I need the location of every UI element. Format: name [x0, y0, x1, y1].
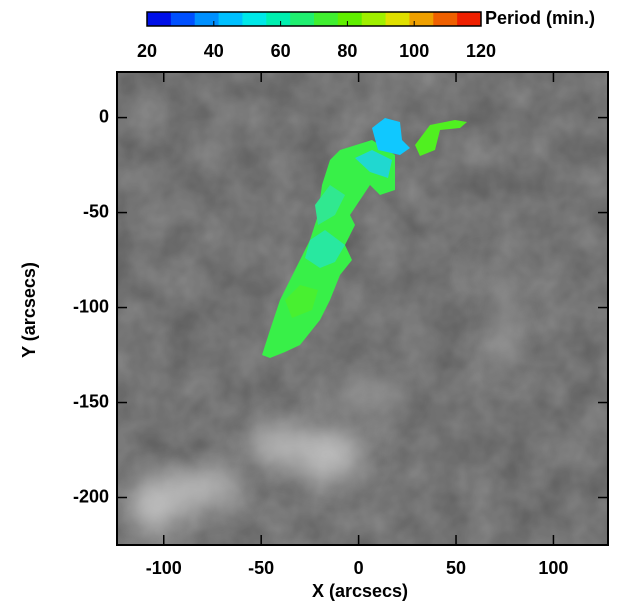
colorbar-tick-label: 40 — [204, 41, 224, 61]
axes: -100 -50 0 50 100 0 -50 -100 -150 -200 20 40 60 80 100… — [73, 11, 608, 578]
x-tick-label: 100 — [538, 558, 568, 578]
colorbar-segment — [385, 12, 410, 26]
plot-frame — [116, 71, 609, 546]
colorbar-segment — [147, 12, 172, 26]
y-tick-label: -100 — [73, 296, 109, 316]
colorbar-tick-label: 120 — [466, 41, 496, 61]
y-tick-label: 0 — [99, 106, 109, 126]
colorbar-segment — [266, 12, 291, 26]
solar-image — [117, 72, 608, 545]
x-tick-label: -100 — [146, 558, 182, 578]
colorbar-tick-label: 60 — [271, 41, 291, 61]
colorbar-segment — [409, 12, 434, 26]
x-tick-label: -50 — [248, 558, 274, 578]
colorbar-tick-label: 100 — [399, 41, 429, 61]
x-axis-label: X (arcsecs) — [312, 581, 408, 601]
colorbar-frame — [146, 11, 482, 27]
filament-overlay — [262, 118, 467, 358]
colorbar-segment — [290, 12, 315, 26]
colorbar-label: Period (min.) — [485, 8, 595, 28]
colorbar-segment — [361, 12, 387, 26]
y-tick-label: -200 — [73, 486, 109, 506]
colorbar-tick-label: 20 — [137, 41, 157, 61]
x-tick-label: 50 — [446, 558, 466, 578]
colorbar-segment — [337, 12, 363, 26]
colorbar-segment — [433, 12, 458, 26]
colorbar-segment — [242, 12, 267, 26]
y-axis-label: Y (arcsecs) — [19, 262, 39, 358]
y-tick-label: -150 — [73, 391, 109, 411]
colorbar-segment — [170, 12, 196, 26]
x-tick-label: 0 — [354, 558, 364, 578]
colorbar-segment — [457, 12, 482, 26]
colorbar-tick-label: 80 — [337, 41, 357, 61]
colorbar-segment — [218, 12, 243, 26]
y-tick-label: -50 — [83, 201, 109, 221]
colorbar-segment — [314, 12, 339, 26]
colorbar-segment — [194, 12, 220, 26]
